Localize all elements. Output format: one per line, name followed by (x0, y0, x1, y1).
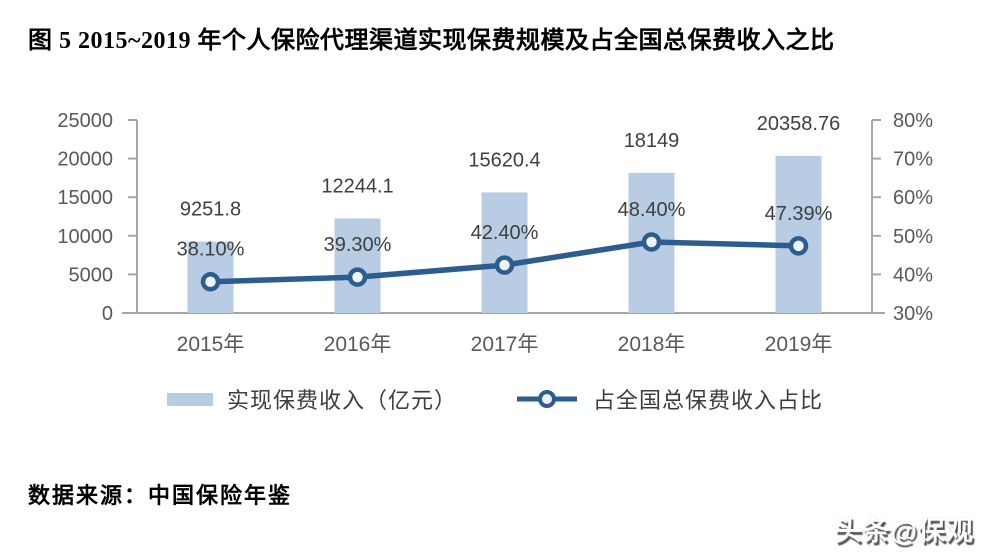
data-source: 数据来源：中国保险年鉴 (28, 483, 293, 508)
watermark: 头条@保观 (834, 516, 974, 546)
legend-label-share: 占全国总保费收入占比 (593, 388, 824, 413)
right-axis-tick-label: 80% (893, 110, 933, 132)
line-marker (788, 236, 809, 256)
x-axis-label: 2017年 (471, 333, 539, 356)
right-axis-tick-label: 60% (893, 187, 933, 209)
right-axis-tick-label: 30% (893, 303, 933, 325)
chart-legend: 实现保费收入（亿元） 占全国总保费收入占比 (0, 383, 990, 415)
left-axis-tick-label: 25000 (57, 110, 113, 132)
bar-2016年 (334, 218, 381, 313)
legend-label-premium: 实现保费收入（亿元） (226, 388, 457, 413)
left-axis-tick-label: 10000 (57, 226, 113, 248)
line-marker (200, 271, 221, 292)
line-marker (347, 267, 368, 287)
bar-value-label: 12244.1 (321, 175, 393, 197)
x-axis-label: 2015年 (177, 333, 245, 356)
x-axis-label: 2018年 (618, 333, 686, 356)
line-percent-label: 42.40% (471, 222, 539, 244)
left-axis-tick-label: 20000 (57, 149, 113, 171)
combo-chart: 25000 20000 15000 10000 5000 0 80% 70% 60% 50% 40%… (57, 110, 933, 356)
legend-item-share-line: 占全国总保费收入占比 (515, 383, 823, 415)
bar-value-label: 18149 (624, 130, 680, 152)
bar-value-label: 9251.8 (180, 199, 241, 221)
left-axis-tick-label: 15000 (57, 187, 113, 209)
right-axis-tick-label: 50% (893, 226, 933, 248)
x-axis-label: 2019年 (765, 333, 833, 356)
left-axis-tick-label: 5000 (69, 264, 114, 286)
bar-2017年 (481, 192, 528, 313)
line-percent-label: 47.39% (765, 203, 833, 225)
line-marker (641, 232, 662, 252)
x-axis-label: 2016年 (324, 333, 392, 356)
line-percent-label: 48.40% (618, 199, 686, 221)
legend-item-premium-bar: 实现保费收入（亿元） (166, 383, 457, 415)
line-percent-label: 39.30% (324, 234, 392, 256)
chart-title: 图 5 2015~2019 年个人保险代理渠道实现保费规模及占全国总保费收入之比 (28, 28, 835, 54)
line-percent-label: 38.10% (177, 239, 245, 261)
right-axis-tick-label: 40% (893, 264, 933, 286)
right-axis-tick-label: 70% (893, 149, 933, 171)
left-axis-tick-label: 0 (102, 303, 113, 325)
bar-value-label: 20358.76 (757, 113, 840, 135)
bar-2019年 (775, 155, 822, 313)
bar-value-label: 15620.4 (468, 149, 540, 171)
line-marker (494, 255, 515, 275)
bar-series-swatch-icon (166, 392, 213, 406)
line-series-swatch-icon (517, 390, 577, 408)
